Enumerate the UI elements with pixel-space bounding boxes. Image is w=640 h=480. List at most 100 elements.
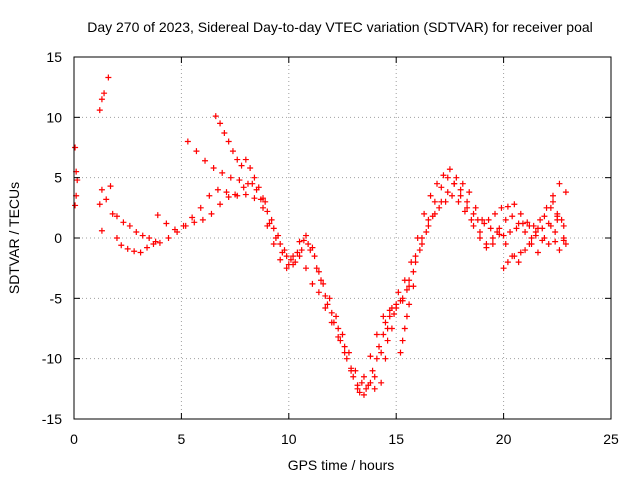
data-point [302, 265, 309, 272]
data-point [238, 162, 245, 169]
data-point [335, 325, 342, 332]
data-point [556, 247, 563, 254]
data-point [466, 189, 473, 196]
data-point [539, 225, 546, 232]
data-point [560, 222, 567, 229]
data-point [277, 241, 284, 248]
series-track-d [154, 180, 567, 398]
data-point [425, 222, 432, 229]
y-tick-label: -15 [42, 411, 62, 427]
data-point [300, 237, 307, 244]
data-point [277, 256, 284, 263]
data-point [412, 253, 419, 260]
data-point [236, 177, 243, 184]
data-point [101, 90, 108, 97]
data-point [322, 304, 329, 311]
data-point [296, 253, 303, 260]
data-point [360, 391, 367, 398]
data-point [442, 198, 449, 205]
data-point [511, 201, 518, 208]
data-point [378, 349, 385, 356]
axis-ticks: 0 5 10 15 20 25 -15 -10 -5 0 5 10 15 [42, 49, 619, 447]
data-point [554, 216, 561, 223]
data-point [309, 280, 316, 287]
x-tick-label: 20 [496, 431, 512, 447]
data-point [427, 192, 434, 199]
data-point [335, 333, 342, 340]
x-tick-label: 25 [603, 431, 619, 447]
data-point [515, 259, 522, 266]
data-point [146, 235, 153, 241]
data-point [459, 180, 466, 187]
data-point [492, 210, 499, 217]
data-point [313, 265, 320, 272]
data-point [193, 148, 200, 155]
y-axis-title: SDTVAR / TECUs [6, 182, 22, 294]
data-point [360, 373, 367, 380]
data-point [517, 210, 524, 217]
data-point [221, 130, 228, 137]
data-point [118, 242, 125, 249]
data-point [500, 265, 507, 272]
data-point [260, 204, 267, 211]
data-point [369, 367, 376, 374]
data-point [150, 241, 157, 248]
data-point [522, 247, 529, 254]
data-point [296, 238, 303, 245]
data-point [107, 183, 114, 190]
data-point [217, 201, 224, 208]
data-point [438, 184, 445, 191]
data-point [444, 189, 451, 196]
data-point [120, 219, 127, 226]
data-point [526, 241, 533, 248]
series-track-b [96, 74, 159, 256]
data-point [227, 174, 234, 181]
data-point [184, 138, 191, 145]
data-point [133, 228, 140, 235]
data-point [290, 253, 297, 260]
data-point [412, 259, 419, 266]
data-point [403, 286, 410, 293]
data-point [337, 337, 344, 344]
data-point [302, 232, 309, 239]
data-point [225, 193, 232, 200]
data-point [496, 225, 503, 232]
data-point [113, 213, 120, 220]
data-point [358, 379, 365, 386]
data-point [406, 277, 413, 284]
data-point [528, 235, 535, 241]
data-point [371, 373, 378, 380]
data-point [373, 331, 380, 338]
data-point [96, 201, 103, 208]
data-point [165, 235, 172, 241]
y-tick-label: -10 [42, 351, 62, 367]
data-point [556, 180, 563, 187]
data-point [423, 228, 430, 235]
data-point [550, 192, 557, 199]
data-point [504, 259, 511, 266]
data-point [189, 214, 196, 221]
data-point [371, 385, 378, 392]
data-point [509, 213, 516, 220]
data-point [171, 226, 178, 233]
y-tick-label: 10 [46, 109, 62, 125]
data-point [268, 216, 275, 223]
data-point [532, 228, 539, 235]
data-point [382, 319, 389, 326]
data-point [275, 232, 282, 239]
data-point [384, 337, 391, 344]
data-point [451, 180, 458, 187]
x-axis-title: GPS time / hours [288, 457, 395, 473]
data-point [517, 249, 524, 256]
data-point [519, 220, 526, 227]
data-point [324, 301, 331, 308]
data-point [322, 292, 329, 299]
data-point [72, 202, 79, 209]
data-point [487, 225, 494, 232]
data-point [326, 295, 333, 302]
data-point [328, 309, 335, 316]
series-track-a [72, 144, 81, 209]
data-point [210, 165, 217, 172]
data-point [401, 325, 408, 332]
data-point [545, 241, 552, 248]
